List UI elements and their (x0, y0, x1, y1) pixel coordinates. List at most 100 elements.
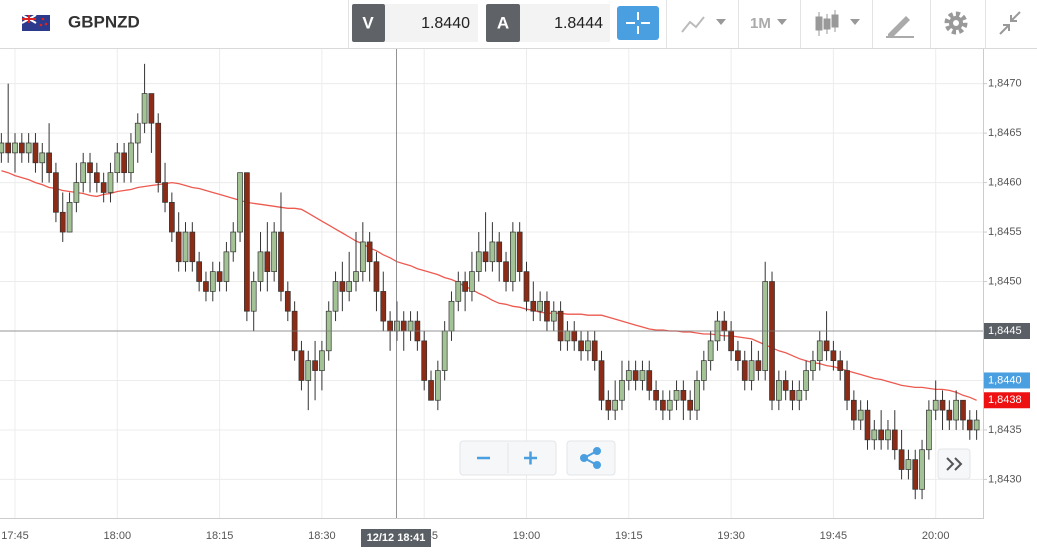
candle-body (5, 142, 12, 154)
candle-body (339, 281, 346, 292)
candle-body (946, 409, 953, 421)
candle-body (100, 182, 107, 193)
candle-body (632, 370, 639, 381)
bid-label[interactable]: V (362, 13, 374, 32)
candle-body (434, 370, 441, 401)
chart-style-button[interactable] (681, 16, 726, 33)
price-tag-label: 1,8445 (988, 325, 1022, 337)
candle-body (298, 350, 305, 381)
candle-body (162, 182, 168, 203)
candle-body (585, 340, 591, 352)
candle-body (87, 162, 93, 174)
y-tick-label: 1,8470 (988, 78, 1022, 90)
settings-button[interactable] (944, 11, 968, 35)
x-tick-label: 18:00 (104, 530, 132, 542)
candle-type-button[interactable] (815, 10, 860, 36)
ask-button[interactable] (486, 4, 520, 42)
candle-body (639, 370, 646, 381)
candle-body (537, 300, 543, 312)
candle-body (244, 172, 250, 312)
candle-body (564, 330, 571, 342)
candle-body (203, 281, 209, 292)
candle-body (530, 300, 537, 312)
candle-body (400, 320, 407, 332)
time-tag (361, 529, 431, 547)
zoom-in[interactable] (524, 451, 537, 465)
candle-body (926, 409, 932, 451)
x-tick-label: 19:15 (615, 530, 643, 542)
candle-body (544, 300, 550, 322)
candle-body (353, 271, 359, 282)
bid-button[interactable] (352, 4, 385, 42)
candle-body (114, 152, 121, 174)
price-tag-label: 1,8440 (988, 374, 1022, 386)
candle-body (407, 320, 414, 332)
candle-body (373, 261, 380, 292)
candle-body (510, 231, 516, 282)
y-tick-label: 1,8465 (988, 127, 1022, 139)
drawing-button[interactable] (886, 16, 914, 38)
candle-body (851, 399, 857, 421)
candle-body (496, 241, 503, 263)
collapse-button[interactable] (999, 11, 1021, 35)
crosshair-button[interactable] (617, 6, 659, 40)
candle-body (182, 231, 189, 263)
candle-body (816, 340, 823, 362)
candle-body (66, 202, 73, 233)
flag (21, 14, 50, 31)
candle-body (769, 281, 775, 401)
moving-average (1, 170, 977, 401)
candle-body (523, 271, 530, 302)
candle-body (141, 93, 148, 124)
y-tick-label: 1,8435 (988, 424, 1022, 436)
candle-body (359, 241, 366, 272)
candle-body (148, 93, 155, 124)
x-tick-label: 19:00 (513, 530, 541, 542)
price-tag (984, 322, 1030, 339)
candle-body (387, 320, 393, 332)
symbol: GBPNZD (68, 12, 140, 31)
candle-body (39, 152, 46, 164)
candle-body (209, 271, 216, 292)
candle-body (755, 360, 762, 371)
x-tick-label: 20:00 (922, 530, 950, 542)
candle-body (223, 251, 230, 282)
share[interactable] (580, 447, 601, 469)
y-tick-label: 1,8450 (988, 275, 1022, 287)
candle-body (264, 251, 271, 272)
candle-body (319, 350, 325, 371)
zoom-controls (459, 440, 971, 480)
candle-body (230, 231, 237, 253)
candle-body (237, 172, 243, 233)
x-tick-label: 18:15 (206, 530, 234, 542)
candle-body (735, 350, 741, 362)
candle-body (169, 202, 175, 233)
candle-body (741, 360, 748, 381)
candle-body (782, 380, 789, 391)
candle-body (912, 459, 919, 490)
scroll-right[interactable] (946, 457, 963, 471)
candle-body (134, 122, 141, 144)
candle-body (823, 340, 830, 352)
bid-price: 1.8440 (421, 15, 470, 32)
candle-body (810, 360, 816, 371)
candle-body (121, 152, 127, 174)
candle-body (905, 459, 912, 470)
x-tick-label: 19:30 (717, 530, 745, 542)
timeframe[interactable]: 1M (750, 15, 771, 32)
candle-body (475, 251, 482, 272)
candle-body (305, 360, 312, 381)
candle-body (885, 429, 891, 441)
candle-body (605, 399, 612, 411)
candle-body (155, 122, 162, 183)
timeframe-caret[interactable] (777, 19, 787, 25)
candle-body (694, 380, 700, 411)
ask-label[interactable]: A (497, 13, 509, 32)
share-box (566, 440, 616, 476)
candle-body (332, 281, 339, 312)
y-tick-label: 1,8430 (988, 473, 1022, 485)
candle-body (189, 231, 196, 263)
candle-body (53, 172, 59, 213)
candle-body (660, 399, 666, 411)
